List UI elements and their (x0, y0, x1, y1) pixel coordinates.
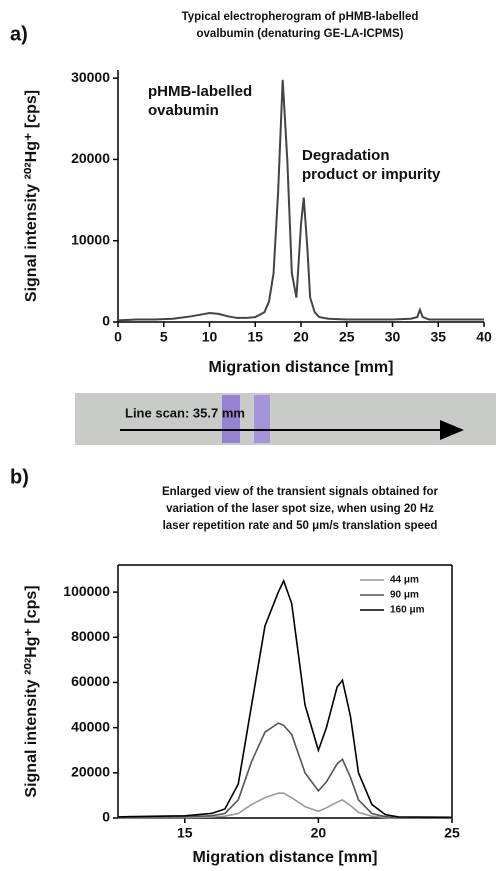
data-line (117, 79, 484, 322)
legend-label: 90 μm (390, 590, 419, 601)
annotation: Degradation (302, 147, 390, 164)
x-tick-label: 10 (202, 329, 218, 345)
x-tick-label: 40 (476, 329, 492, 345)
x-tick-label: 5 (160, 329, 168, 345)
y-tick-label: 30000 (71, 69, 110, 85)
y-tick-label: 60000 (71, 673, 110, 689)
annotation: product or impurity (302, 166, 441, 183)
annotation: pHMB-labelled (148, 83, 252, 100)
chart-title: ovalbumin (denaturing GE-LA-ICPMS) (197, 28, 404, 40)
gel-strip (75, 393, 496, 445)
scan-label: Line scan: 35.7 mm (125, 405, 245, 420)
x-tick-label: 30 (385, 329, 401, 345)
chart-title: Enlarged view of the transient signals o… (162, 486, 439, 498)
panel-label: b) (10, 466, 29, 488)
legend-label: 44 μm (390, 575, 419, 586)
legend-label: 160 μm (390, 605, 425, 616)
gel-band (254, 395, 270, 443)
y-tick-label: 80000 (71, 628, 110, 644)
x-tick-label: 35 (430, 329, 446, 345)
x-tick-label: 15 (247, 329, 263, 345)
y-tick-label: 40000 (71, 718, 110, 734)
x-axis-label: Migration distance [mm] (193, 849, 378, 866)
x-tick-label: 20 (293, 329, 309, 345)
data-line (117, 792, 453, 819)
y-tick-label: 100000 (63, 583, 110, 599)
y-tick-label: 0 (102, 809, 110, 825)
x-tick-label: 15 (177, 825, 193, 841)
chart-title: laser repetition rate and 50 μm/s transl… (163, 520, 438, 532)
y-axis-label: Signal intensity ²⁰²Hg⁺ [cps] (23, 585, 40, 797)
x-tick-label: 0 (114, 329, 122, 345)
y-tick-label: 10000 (71, 231, 110, 247)
y-axis-label: Signal intensity ²⁰²Hg⁺ [cps] (23, 90, 40, 302)
y-tick-label: 0 (102, 313, 110, 329)
x-tick-label: 20 (311, 825, 327, 841)
data-line (117, 722, 453, 819)
y-tick-label: 20000 (71, 150, 110, 166)
x-axis-label: Migration distance [mm] (209, 359, 394, 376)
annotation: ovabumin (148, 102, 219, 119)
x-tick-label: 25 (444, 825, 460, 841)
x-tick-label: 25 (339, 329, 355, 345)
data-line (117, 578, 453, 819)
chart-title: Typical electropherogram of pHMB-labelle… (182, 11, 419, 23)
y-tick-label: 20000 (71, 764, 110, 780)
panel-label: a) (10, 23, 28, 45)
chart-title: variation of the laser spot size, when u… (166, 503, 434, 515)
